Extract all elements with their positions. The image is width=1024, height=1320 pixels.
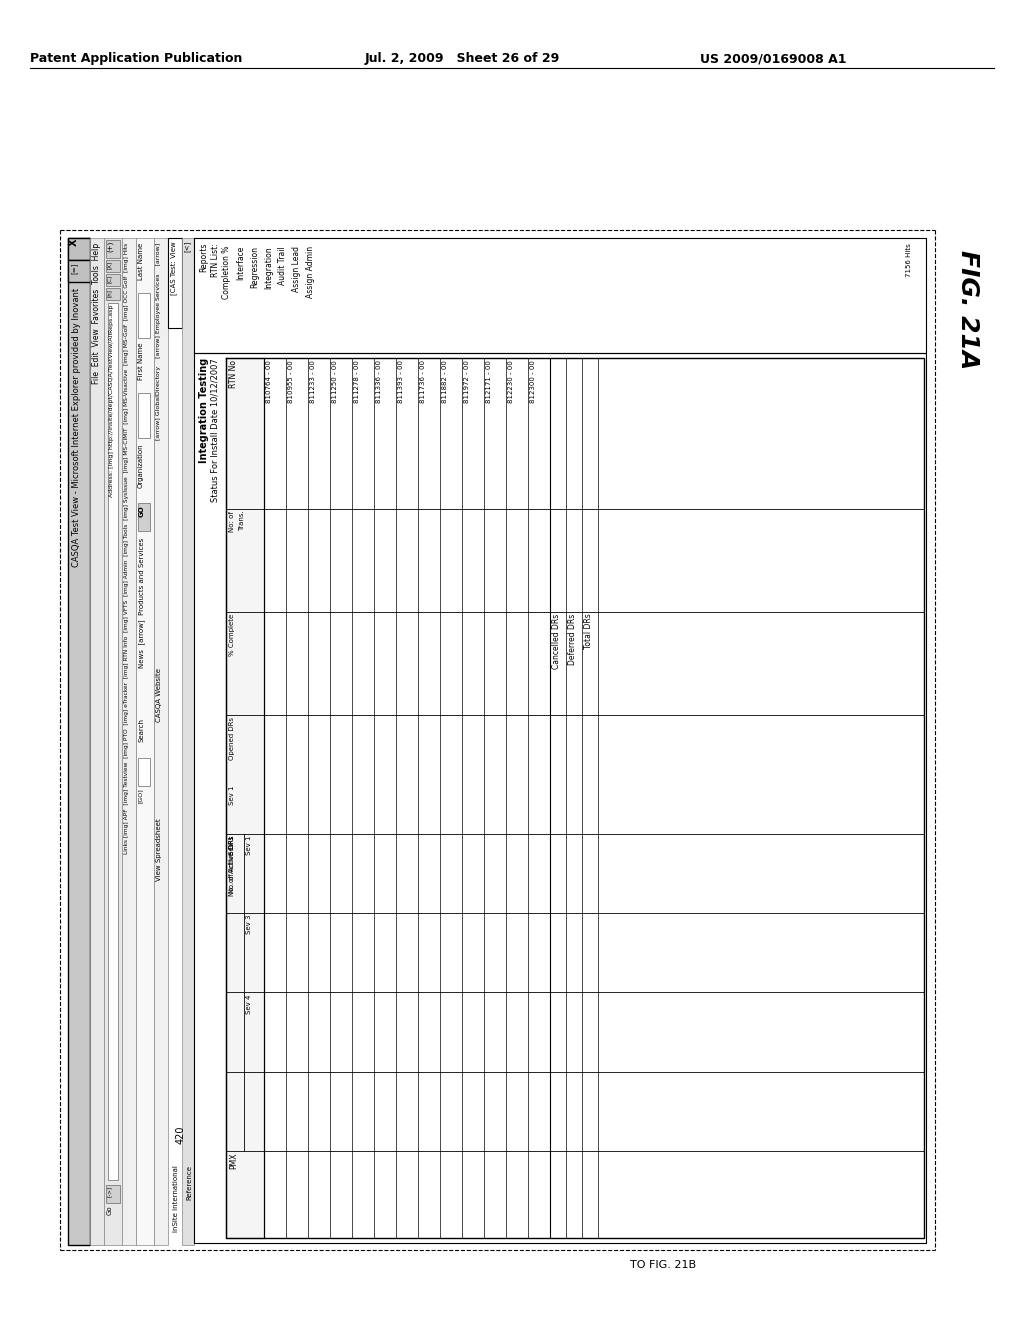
Text: 811882 - 00: 811882 - 00 (442, 360, 449, 403)
Text: 811278 - 00: 811278 - 00 (354, 360, 360, 403)
Text: [C]: [C] (106, 275, 112, 282)
Text: Integration: Integration (264, 246, 273, 289)
Text: [CAS Test: View: [CAS Test: View (170, 242, 177, 294)
Text: Completion %: Completion % (222, 246, 231, 300)
Text: No: of: No: of (229, 511, 234, 532)
Text: No. of Active DRs: No. of Active DRs (229, 836, 234, 896)
Text: Deferred DRs: Deferred DRs (568, 614, 577, 665)
Text: 811233 - 00: 811233 - 00 (310, 360, 316, 403)
Text: RTN List:: RTN List: (211, 243, 220, 277)
Polygon shape (138, 393, 150, 438)
Polygon shape (122, 238, 136, 1245)
Text: CASQA Website: CASQA Website (156, 668, 162, 722)
Text: 812171 - 00: 812171 - 00 (486, 360, 492, 403)
Text: [GO]: [GO] (138, 788, 143, 803)
Text: [=]: [=] (71, 263, 78, 275)
Text: X: X (69, 239, 79, 247)
Polygon shape (138, 758, 150, 785)
Text: 811736 - 00: 811736 - 00 (420, 360, 426, 403)
Text: Regression: Regression (250, 246, 259, 288)
Text: Go: Go (106, 1205, 113, 1214)
Text: Status For Install Date 10/12/2007: Status For Install Date 10/12/2007 (211, 358, 220, 502)
Text: Patent Application Publication: Patent Application Publication (30, 51, 243, 65)
Text: Sev 1: Sev 1 (229, 836, 234, 855)
Text: Assign Admin: Assign Admin (306, 246, 315, 298)
Text: Cancelled DRs: Cancelled DRs (552, 614, 561, 669)
Polygon shape (106, 260, 120, 272)
Text: Trans.: Trans. (239, 511, 245, 532)
Text: Links [img] APF  [img] Testview  [img] PTO  [img] eTracker  [img] RTN Info  [img: Links [img] APF [img] Testview [img] PTO… (124, 243, 129, 854)
Text: Search: Search (138, 718, 144, 742)
Text: [->]: [->] (106, 1185, 112, 1197)
Text: Last Name: Last Name (138, 243, 144, 280)
Text: FIG. 21A: FIG. 21A (956, 251, 980, 370)
Polygon shape (90, 238, 104, 1245)
Text: Integration Testing: Integration Testing (199, 358, 209, 463)
Polygon shape (68, 260, 90, 282)
Text: Assign Lead: Assign Lead (292, 246, 301, 292)
Text: Jul. 2, 2009   Sheet 26 of 29: Jul. 2, 2009 Sheet 26 of 29 (365, 51, 560, 65)
Text: [<]: [<] (184, 242, 190, 252)
Text: [arrow] GlobalDirectory    [arrow] Employee Services    [arrow]: [arrow] GlobalDirectory [arrow] Employee… (156, 243, 161, 441)
Text: GO: GO (139, 506, 145, 516)
Text: [h]: [h] (106, 289, 112, 297)
Text: CASQA Test View - Microsoft Internet Explorer provided by Inovant: CASQA Test View - Microsoft Internet Exp… (72, 288, 81, 568)
Text: Reference: Reference (186, 1166, 193, 1200)
Polygon shape (106, 288, 120, 300)
Text: Audit Trail: Audit Trail (278, 246, 287, 285)
Text: Sev 4: Sev 4 (246, 994, 252, 1014)
Polygon shape (138, 293, 150, 338)
Text: 810955 - 00: 810955 - 00 (288, 360, 294, 403)
Text: (+): (+) (106, 242, 114, 252)
Text: First Name: First Name (138, 343, 144, 380)
Text: % Complete: % Complete (229, 614, 234, 656)
Text: TO FIG. 21B: TO FIG. 21B (630, 1261, 696, 1270)
Text: 7156 Hits: 7156 Hits (906, 243, 912, 277)
Text: Sev 1: Sev 1 (246, 836, 252, 855)
Text: 812300 - 00: 812300 - 00 (530, 360, 536, 403)
Polygon shape (106, 240, 120, 257)
Text: [X]: [X] (106, 261, 112, 269)
Text: Address: [img] http://insite/dept/CASQA/TestView/AllReps.asp: Address: [img] http://insite/dept/CASQA/… (109, 305, 114, 498)
Text: 811336 - 00: 811336 - 00 (376, 360, 382, 403)
Polygon shape (138, 503, 150, 531)
Text: 420: 420 (176, 1125, 186, 1143)
Text: PMX: PMX (229, 1152, 238, 1170)
Polygon shape (136, 238, 154, 1245)
Text: View Spreadsheet: View Spreadsheet (156, 818, 162, 880)
Polygon shape (168, 238, 182, 327)
Text: RTN No: RTN No (229, 360, 238, 388)
Polygon shape (106, 275, 120, 286)
Text: News  [arrow]  Products and Services: News [arrow] Products and Services (138, 539, 144, 668)
Polygon shape (68, 238, 90, 1245)
Text: 811972 - 00: 811972 - 00 (464, 360, 470, 403)
Text: File  Edit  View  Favorites  Tools  Help: File Edit View Favorites Tools Help (92, 243, 101, 384)
Polygon shape (68, 238, 90, 260)
Polygon shape (154, 238, 168, 1245)
Polygon shape (226, 358, 264, 1238)
Text: 812230 - 00: 812230 - 00 (508, 360, 514, 403)
Text: Organization: Organization (138, 444, 144, 487)
Polygon shape (182, 238, 194, 1245)
Polygon shape (104, 238, 122, 1245)
Text: Sev 1: Sev 1 (229, 785, 234, 805)
Text: US 2009/0169008 A1: US 2009/0169008 A1 (700, 51, 847, 65)
Text: Sev 3: Sev 3 (246, 915, 252, 935)
Text: Opened DRs: Opened DRs (229, 717, 234, 760)
Text: Total DRs: Total DRs (584, 614, 593, 649)
Text: 811250 - 00: 811250 - 00 (332, 360, 338, 403)
Text: Reports: Reports (199, 243, 208, 272)
Text: InSite International: InSite International (173, 1166, 179, 1232)
Text: 811393 - 00: 811393 - 00 (398, 360, 404, 403)
Text: 810764 - 00: 810764 - 00 (266, 360, 272, 403)
Polygon shape (108, 304, 118, 1180)
Text: No. of Active DRs: No. of Active DRs (229, 836, 234, 894)
Polygon shape (106, 1185, 120, 1203)
Text: Interface: Interface (236, 246, 245, 280)
